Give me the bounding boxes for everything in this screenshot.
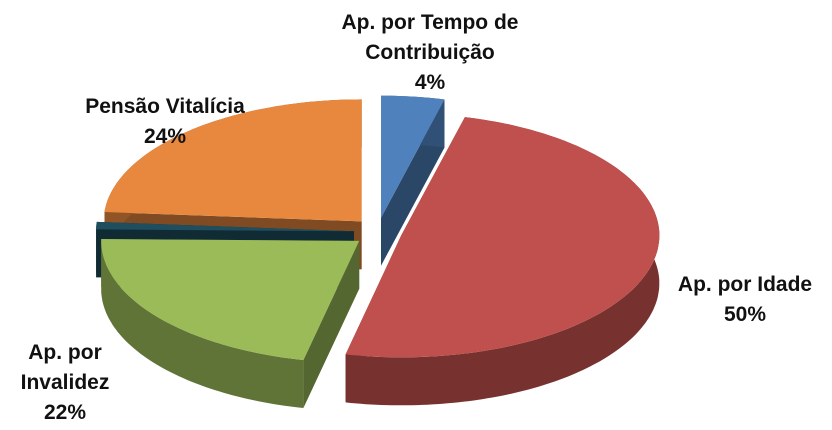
value-label: 50% <box>723 303 767 326</box>
category-name: Ap. por Tempo de Contribuição <box>341 11 519 64</box>
slice-label: Pensão Vitalícia 24% <box>60 92 270 152</box>
slice-label: Ap. por Tempo de Contribuição 4% <box>320 8 540 98</box>
slice-label: Ap. por Idade 50% <box>655 270 832 330</box>
slice-side <box>101 239 304 408</box>
slice <box>381 95 445 218</box>
category-name: Ap. por Idade <box>677 273 813 296</box>
slice <box>96 221 354 232</box>
value-label: 24% <box>143 125 187 148</box>
slice <box>345 117 660 358</box>
slice-label: Ap. por Invalidez 22% <box>0 338 130 428</box>
category-name: Pensão Vitalícia <box>85 95 245 118</box>
slice-side <box>96 221 97 278</box>
value-label: 22% <box>43 401 87 424</box>
slice <box>101 239 360 360</box>
value-label: 4% <box>414 71 446 94</box>
category-name: Ap. por Invalidez <box>20 341 110 394</box>
slice-tops <box>96 95 660 360</box>
slice <box>104 99 362 222</box>
